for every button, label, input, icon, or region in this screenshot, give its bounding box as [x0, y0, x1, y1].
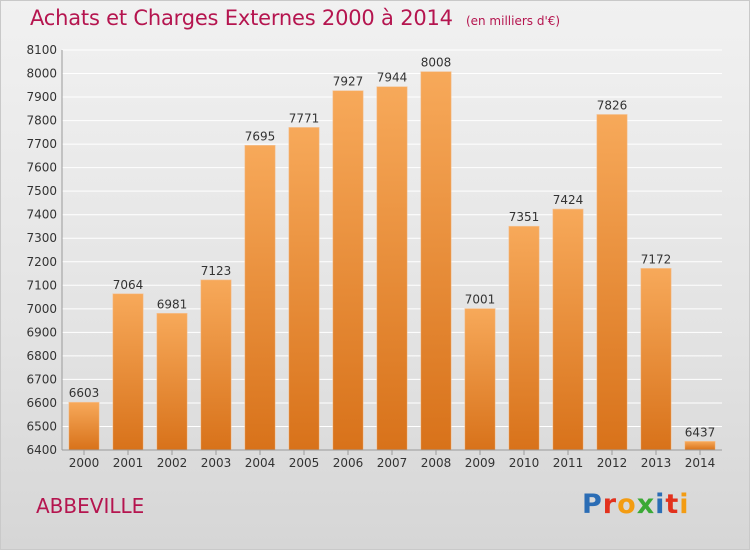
commune-name: ABBEVILLE — [36, 494, 145, 518]
x-tick-label: 2014 — [685, 456, 716, 470]
y-tick-label: 7400 — [26, 208, 57, 222]
x-tick-label: 2012 — [597, 456, 628, 470]
y-tick-label: 7200 — [26, 255, 57, 269]
bar-value-label: 8008 — [421, 56, 452, 70]
chart-title: Achats et Charges Externes 2000 à 2014 (… — [30, 6, 560, 30]
chart-title-main: Achats et Charges Externes 2000 à 2014 — [30, 6, 453, 30]
x-tick-label: 2010 — [509, 456, 540, 470]
bar-2006 — [332, 90, 364, 451]
bar-value-label: 7771 — [289, 111, 320, 125]
bar-value-label: 6981 — [157, 297, 188, 311]
x-tick-label: 2008 — [421, 456, 452, 470]
y-tick-label: 7000 — [26, 302, 57, 316]
chart-title-unit: (en milliers d'€) — [465, 14, 561, 28]
bar-value-label: 7172 — [641, 252, 672, 266]
y-tick-label: 7700 — [26, 137, 57, 151]
bar-2011 — [552, 208, 584, 451]
bar-value-label: 7001 — [465, 293, 496, 307]
x-tick-label: 2001 — [113, 456, 144, 470]
bar-value-label: 7695 — [245, 129, 276, 143]
bar-2014 — [684, 440, 716, 451]
logo-letter: x — [636, 489, 656, 520]
bar-2005 — [288, 127, 320, 451]
bar-2004 — [244, 144, 276, 451]
y-tick-label: 6900 — [26, 325, 57, 339]
x-tick-label: 2013 — [641, 456, 672, 470]
bar-value-label: 7944 — [377, 71, 408, 85]
y-tick-label: 7300 — [26, 231, 57, 245]
bar-2013 — [640, 268, 672, 451]
y-tick-label: 6600 — [26, 396, 57, 410]
logo-letter: t — [665, 489, 680, 520]
x-tick-label: 2005 — [289, 456, 320, 470]
bar-value-label: 6437 — [685, 425, 716, 439]
bar-value-label: 7351 — [509, 210, 540, 224]
proxiti-logo: Proxiti — [582, 489, 690, 520]
bar-value-label: 7927 — [333, 75, 364, 89]
y-tick-label: 8000 — [26, 67, 57, 81]
y-tick-label: 6500 — [26, 419, 57, 433]
y-tick-label: 7900 — [26, 90, 57, 104]
bars — [68, 71, 716, 451]
bar-2002 — [156, 312, 188, 451]
bar-2008 — [420, 71, 452, 451]
bar-value-label: 7064 — [113, 278, 144, 292]
bar-2012 — [596, 114, 628, 451]
bar-value-label: 7826 — [597, 98, 628, 112]
logo-letter: i — [679, 489, 690, 520]
x-axis: 2000 2001 2002 2003 2004 2005 2006 2007 2008 2009… — [69, 450, 716, 470]
x-tick-label: 2000 — [69, 456, 100, 470]
x-tick-label: 2011 — [553, 456, 584, 470]
x-tick-label: 2004 — [245, 456, 276, 470]
y-tick-label: 6800 — [26, 349, 57, 363]
bar-2001 — [112, 293, 144, 451]
logo-letter: P — [582, 489, 603, 520]
y-tick-label: 6400 — [26, 443, 57, 457]
y-tick-label: 7100 — [26, 278, 57, 292]
y-tick-label: 6700 — [26, 372, 57, 386]
x-tick-label: 2002 — [157, 456, 188, 470]
logo-letter: i — [655, 489, 666, 520]
logo-letter: o — [617, 489, 637, 520]
x-tick-label: 2007 — [377, 456, 408, 470]
bar-value-label: 7123 — [201, 264, 232, 278]
bar-2000 — [68, 401, 100, 451]
y-tick-label: 7500 — [26, 184, 57, 198]
bar-value-label: 7424 — [553, 193, 584, 207]
x-tick-label: 2006 — [333, 456, 364, 470]
y-tick-label: 8100 — [26, 43, 57, 57]
bar-2003 — [200, 279, 232, 451]
x-tick-label: 2003 — [201, 456, 232, 470]
x-tick-label: 2009 — [465, 456, 496, 470]
bar-value-label: 6603 — [69, 386, 100, 400]
bar-2007 — [376, 86, 408, 451]
data-labels: 6603 7064 6981 7123 7695 7771 7927 7944 8008 7001… — [69, 56, 716, 440]
y-tick-label: 7600 — [26, 161, 57, 175]
bar-2010 — [508, 225, 540, 451]
bar-2009 — [464, 308, 496, 451]
y-tick-label: 7800 — [26, 114, 57, 128]
logo-letter: r — [602, 489, 618, 520]
